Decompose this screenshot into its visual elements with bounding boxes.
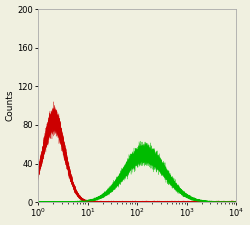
Y-axis label: Counts: Counts xyxy=(6,90,15,121)
